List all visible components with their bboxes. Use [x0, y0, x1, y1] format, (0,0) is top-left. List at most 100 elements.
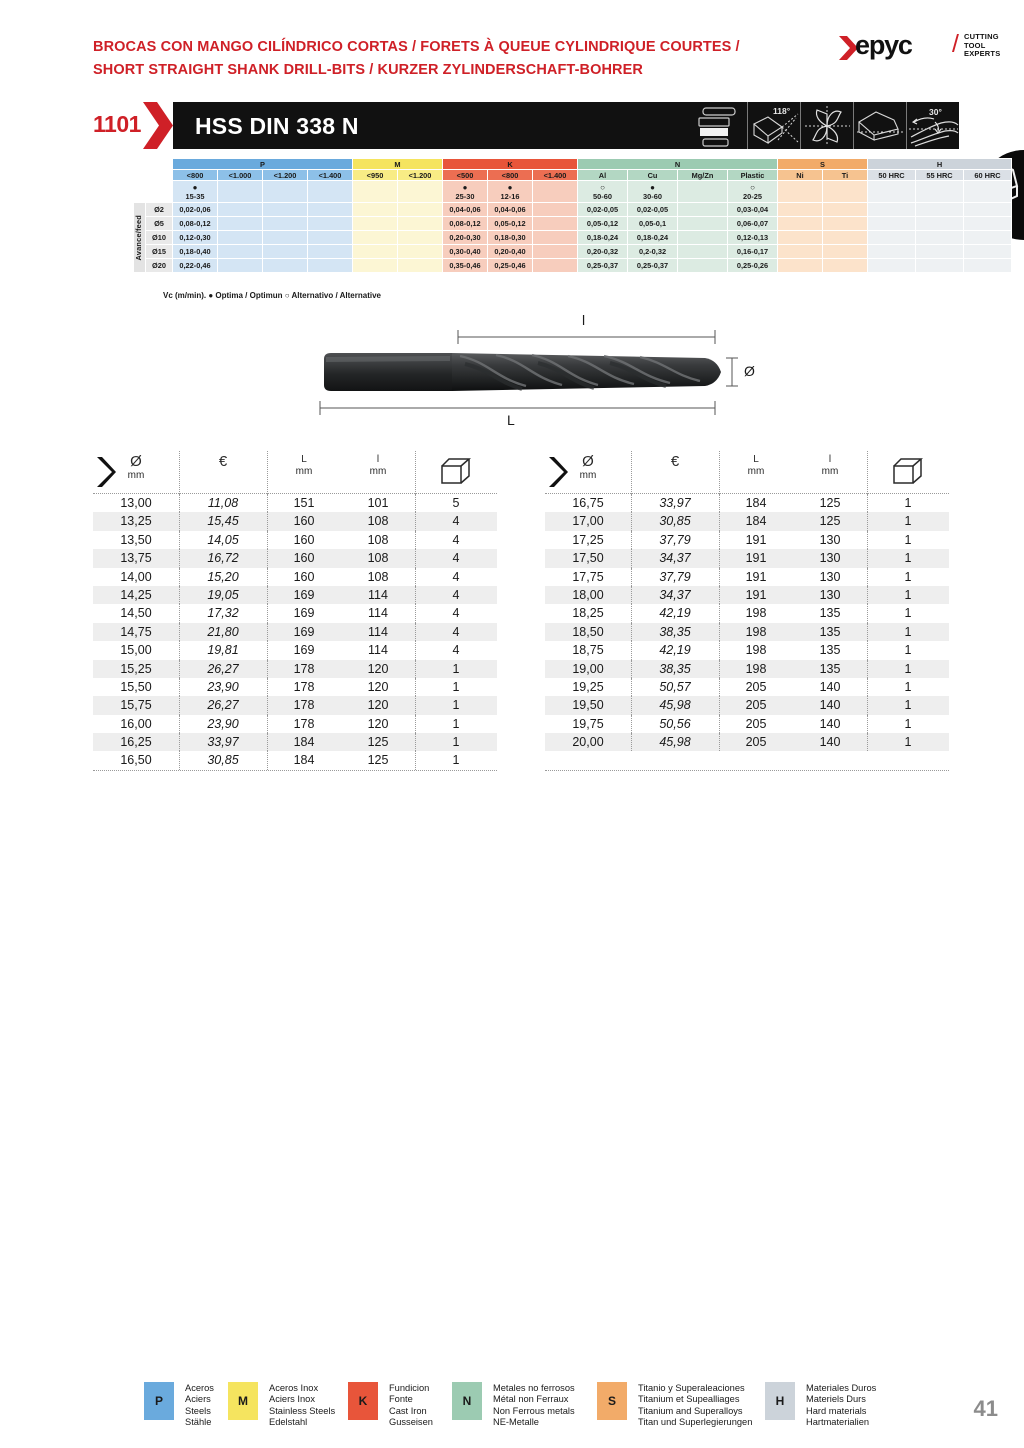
table-row[interactable]: 19,75 50,56 205 140 1 — [545, 714, 949, 734]
material-subgroup-Ti: Ti — [822, 169, 868, 181]
feed-value-cell — [217, 258, 263, 273]
cell-price: 21,80 — [179, 622, 267, 642]
product-table-header: Ø mm € L mm l mm — [93, 450, 497, 494]
cell-packaging: 4 — [415, 604, 497, 624]
feed-value-cell — [777, 258, 823, 273]
cell-length-flute: 120 — [367, 716, 389, 731]
cell-packaging: 4 — [415, 622, 497, 642]
feed-value-cell: 0,05-0,12 — [487, 216, 533, 231]
cell-packaging: 1 — [867, 494, 949, 513]
logo-slash: / — [952, 30, 959, 58]
drill-bit-figure: l L Ø — [300, 312, 770, 430]
cell-length-total: 198 — [719, 641, 793, 660]
material-subgroup-50 HRC: 50 HRC — [867, 169, 916, 181]
cell-packaging: 4 — [415, 512, 497, 532]
feed-value-cell — [397, 244, 443, 259]
table-row[interactable]: 16,75 33,97 184 125 1 — [545, 494, 949, 513]
chevron-right-icon — [143, 102, 173, 149]
box-icon — [441, 458, 471, 484]
table-row[interactable]: 17,25 37,79 191 130 1 — [545, 530, 949, 550]
table-row[interactable]: 19,25 50,57 205 140 1 — [545, 677, 949, 697]
table-row[interactable]: 13,50 14,05 160 108 4 — [93, 530, 497, 550]
table-row[interactable]: 13,00 11,08 151 101 5 — [93, 494, 497, 513]
cell-diameter: 18,25 — [572, 606, 604, 621]
table-row[interactable]: 13,75 16,72 160 108 4 — [93, 549, 497, 568]
feed-value-cell: 0,25-0,46 — [487, 258, 533, 273]
table-row[interactable]: 13,25 15,45 160 108 4 — [93, 512, 497, 532]
feed-value-cell: 0,04-0,06 — [487, 202, 533, 217]
cell-length-total: 160 — [267, 567, 341, 587]
legend-line: Materiales Duros — [806, 1383, 877, 1393]
cell-length-total: 191 — [719, 549, 793, 568]
cell-length-flute: 120 — [367, 698, 389, 713]
cutting-speed-cell — [262, 180, 308, 203]
legend-item-S: S Titanio y Superaleaciones Titanium et Su… — [597, 1382, 752, 1428]
legend-line: Hartmaterialien — [806, 1416, 870, 1427]
table-row[interactable]: 18,00 34,37 191 130 1 — [545, 585, 949, 605]
table-row[interactable]: 14,75 21,80 169 114 4 — [93, 622, 497, 642]
cell-length-total: 160 — [267, 530, 341, 550]
table-row[interactable]: 18,75 42,19 198 135 1 — [545, 641, 949, 660]
header-diameter: Ø mm — [545, 450, 631, 493]
cell-price: 45,98 — [631, 696, 719, 716]
table-row[interactable]: 14,00 15,20 160 108 4 — [93, 567, 497, 587]
table-row[interactable]: 19,50 45,98 205 140 1 — [545, 696, 949, 716]
cell-length-total: 160 — [267, 512, 341, 532]
table-row[interactable]: 14,50 17,32 169 114 4 — [93, 604, 497, 624]
material-subgroup-Ni: Ni — [777, 169, 823, 181]
cell-length-total: 184 — [719, 494, 793, 513]
cell-packaging: 1 — [867, 677, 949, 697]
feed-row: Ø15 0,18-0,40 0,30-0,40 0,20-0,40 0,20-0,32 0… — [134, 244, 1012, 259]
table-row[interactable]: 17,50 34,37 191 130 1 — [545, 549, 949, 568]
chevron-right-icon — [97, 457, 116, 487]
table-row[interactable]: 15,00 19,81 169 114 4 — [93, 641, 497, 660]
cell-price: 15,20 — [179, 567, 267, 587]
feed-value-cell — [532, 202, 578, 217]
table-row[interactable]: 15,50 23,90 178 120 1 — [93, 677, 497, 697]
cutting-speed-cell: ● 12-16 — [487, 180, 533, 203]
cell-length-total: 191 — [719, 567, 793, 587]
table-row[interactable]: 18,50 38,35 198 135 1 — [545, 622, 949, 642]
feed-value-cell: 0,06-0,07 — [727, 216, 778, 231]
table-row[interactable]: 16,50 30,85 184 125 1 — [93, 751, 497, 771]
feed-row: Ø5 0,08-0,12 0,08-0,12 0,05-0,12 0,05-0,12 0,… — [134, 216, 1012, 231]
feed-row-label: Ø10 — [145, 230, 173, 245]
table-row[interactable]: 15,75 26,27 178 120 1 — [93, 696, 497, 716]
table-row[interactable]: 18,25 42,19 198 135 1 — [545, 604, 949, 624]
legend-line: Aceros Inox — [269, 1383, 319, 1393]
cell-length-total: 184 — [719, 512, 793, 532]
cell-diameter: 18,00 — [572, 587, 604, 602]
cell-price: 34,37 — [631, 585, 719, 605]
cell-length-total: 169 — [267, 604, 341, 624]
material-subgroup-60 HRC: 60 HRC — [963, 169, 1012, 181]
cell-length-flute: 125 — [819, 514, 841, 529]
table-row[interactable]: 14,25 19,05 169 114 4 — [93, 585, 497, 605]
table-row[interactable]: 20,00 45,98 205 140 1 — [545, 733, 949, 752]
table-row[interactable]: 17,00 30,85 184 125 1 — [545, 512, 949, 532]
cell-diameter: 15,75 — [120, 698, 152, 713]
cell-packaging: 4 — [415, 641, 497, 660]
feed-value-cell — [397, 216, 443, 231]
feed-value-cell — [352, 216, 398, 231]
legend-line: Stähle — [185, 1416, 212, 1427]
logo-tagline-1: CUTTING — [964, 32, 999, 41]
table-row[interactable]: 16,00 23,90 178 120 1 — [93, 714, 497, 734]
feed-value-cell — [915, 244, 964, 259]
header-length-total-unit: mm — [295, 466, 313, 477]
cell-packaging: 1 — [867, 733, 949, 752]
table-row[interactable]: 16,25 33,97 184 125 1 — [93, 733, 497, 752]
logo-tagline: CUTTING TOOL EXPERTS — [964, 32, 1000, 59]
material-subgroup-<1.400: <1.400 — [307, 169, 353, 181]
header-packaging — [415, 450, 497, 494]
feed-value-cell — [822, 216, 868, 231]
feed-value-cell — [352, 258, 398, 273]
legend-line: Titanium and Superalloys — [638, 1405, 743, 1416]
table-row[interactable]: 19,00 38,35 198 135 1 — [545, 659, 949, 679]
material-subgroup-<950: <950 — [352, 169, 398, 181]
header-length-total-symbol: L — [301, 454, 307, 465]
cell-length-total: 198 — [719, 659, 793, 679]
feed-value-cell — [352, 230, 398, 245]
table-row[interactable]: 15,25 26,27 178 120 1 — [93, 659, 497, 679]
point-angle-icon: 118° — [747, 102, 800, 149]
table-row[interactable]: 17,75 37,79 191 130 1 — [545, 567, 949, 587]
